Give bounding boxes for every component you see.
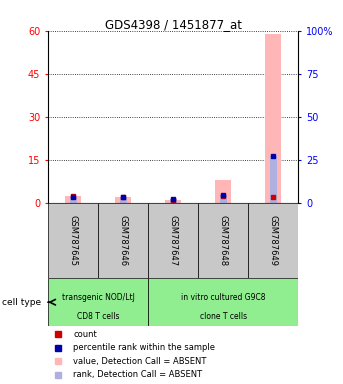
Text: count: count [73,330,97,339]
Bar [270,156,277,203]
Text: in vitro cultured G9C8: in vitro cultured G9C8 [181,293,265,302]
Bar [98,203,148,278]
Text: CD8 T cells: CD8 T cells [77,312,119,321]
Text: GSM787648: GSM787648 [219,215,228,266]
Bar [165,200,181,203]
Bar [170,199,177,203]
Bar [48,278,148,326]
Text: percentile rank within the sample: percentile rank within the sample [73,343,215,353]
Text: GSM787646: GSM787646 [119,215,128,266]
Title: GDS4398 / 1451877_at: GDS4398 / 1451877_at [105,18,242,31]
Text: clone T cells: clone T cells [200,312,247,321]
Bar [265,33,281,203]
Bar [220,195,227,203]
Bar [115,197,131,203]
Bar [48,203,98,278]
Bar [215,180,231,203]
Text: value, Detection Call = ABSENT: value, Detection Call = ABSENT [73,357,206,366]
Text: cell type: cell type [2,298,41,307]
Text: GSM787649: GSM787649 [269,215,278,266]
Bar [198,203,248,278]
Text: transgenic NOD/LtJ: transgenic NOD/LtJ [62,293,134,302]
Text: GSM787645: GSM787645 [69,215,78,266]
Bar [248,203,298,278]
Bar [148,278,298,326]
Text: GSM787647: GSM787647 [169,215,178,266]
Bar [148,203,198,278]
Bar [70,197,76,203]
Bar [120,197,127,203]
Text: rank, Detection Call = ABSENT: rank, Detection Call = ABSENT [73,370,202,379]
Bar [65,195,81,203]
